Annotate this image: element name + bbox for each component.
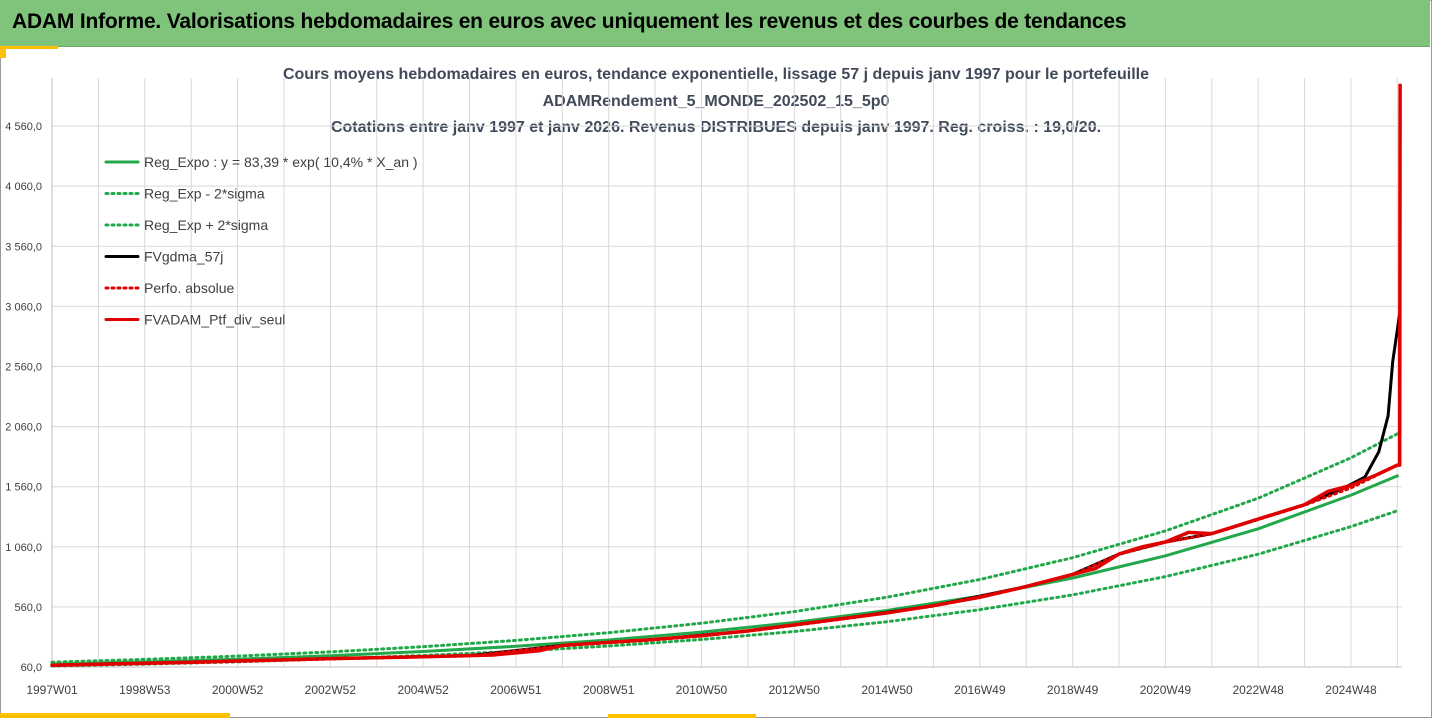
- legend-label: Reg_Exp - 2*sigma: [144, 186, 265, 202]
- y-tick-label: 1 060,0: [5, 542, 42, 554]
- chart-title-line-3: Cotations entre janv 1997 et janv 2026. …: [330, 119, 1102, 136]
- y-tick-label: 560,0: [14, 602, 42, 614]
- legend-label: Perfo. absolue: [144, 280, 234, 296]
- legend-label: FVgdma_57j: [144, 249, 223, 265]
- series-line-2: [50, 509, 1399, 668]
- x-tick-label: 2000W52: [212, 683, 264, 697]
- y-tick-label: 1 560,0: [5, 482, 42, 494]
- accent-corner-top: [0, 46, 6, 58]
- series-line-5: [50, 463, 1399, 668]
- x-tick-label: 2004W52: [397, 683, 449, 697]
- x-tick-label: 2014W50: [861, 683, 913, 697]
- y-axis-ticks: 60,0 560,0 1 060,0 1 560,0 2 060,0 2 560,0 3 0…: [5, 121, 42, 674]
- y-tick-label: 3 060,0: [5, 301, 42, 313]
- x-tick-label: 2018W49: [1047, 683, 1099, 697]
- y-tick-label: 2 060,0: [5, 422, 42, 434]
- x-tick-label: 2002W52: [305, 683, 357, 697]
- x-tick-label: 2010W50: [676, 683, 728, 697]
- legend: Reg_Expo : y = 83,39 * exp( 10,4% * X_an…: [104, 154, 418, 328]
- series-line-6: [50, 83, 1402, 667]
- x-tick-label: 2008W51: [583, 683, 635, 697]
- grid-lines: [51, 78, 1402, 668]
- chart-title-line-2: ADAMRendement_5_MONDE_202502_15_5p0: [542, 93, 890, 110]
- x-tick-label: 2022W48: [1232, 683, 1284, 697]
- y-tick-label: 60,0: [21, 662, 42, 674]
- x-tick-label: 2020W49: [1140, 683, 1192, 697]
- legend-label: FVADAM_Ptf_div_seul: [144, 312, 285, 328]
- chart-title-line-1: Cours moyens hebdomadaires en euros, ten…: [282, 66, 1150, 83]
- y-tick-label: 2 560,0: [5, 361, 42, 373]
- series-lines: [50, 83, 1402, 668]
- x-tick-label: 2012W50: [769, 683, 821, 697]
- accent-bar-bottom-center: [608, 714, 756, 718]
- x-tick-label: 2006W51: [490, 683, 542, 697]
- x-tick-label: 1997W01: [26, 683, 78, 697]
- series-line-1: [50, 474, 1399, 666]
- y-tick-label: 4 060,0: [5, 181, 42, 193]
- series-line-3: [50, 432, 1399, 664]
- page-title: ADAM Informe. Valorisations hebdomadaire…: [12, 10, 1127, 33]
- legend-label: Reg_Exp + 2*sigma: [144, 217, 268, 233]
- accent-bar-top: [0, 46, 58, 49]
- x-tick-label: 2016W49: [954, 683, 1006, 697]
- header-banner: ADAM Informe. Valorisations hebdomadaire…: [0, 0, 1430, 47]
- x-tick-label: 2024W48: [1325, 683, 1377, 697]
- accent-bar-bottom-left: [0, 713, 230, 718]
- x-tick-label: 1998W53: [119, 683, 171, 697]
- x-axis-ticks: 1997W01 1998W53 2000W52 2002W52 2004W52 2006W…: [26, 683, 1377, 697]
- y-tick-label: 4 560,0: [5, 121, 42, 133]
- y-tick-label: 3 560,0: [5, 241, 42, 253]
- legend-label: Reg_Expo : y = 83,39 * exp( 10,4% * X_an…: [144, 154, 418, 170]
